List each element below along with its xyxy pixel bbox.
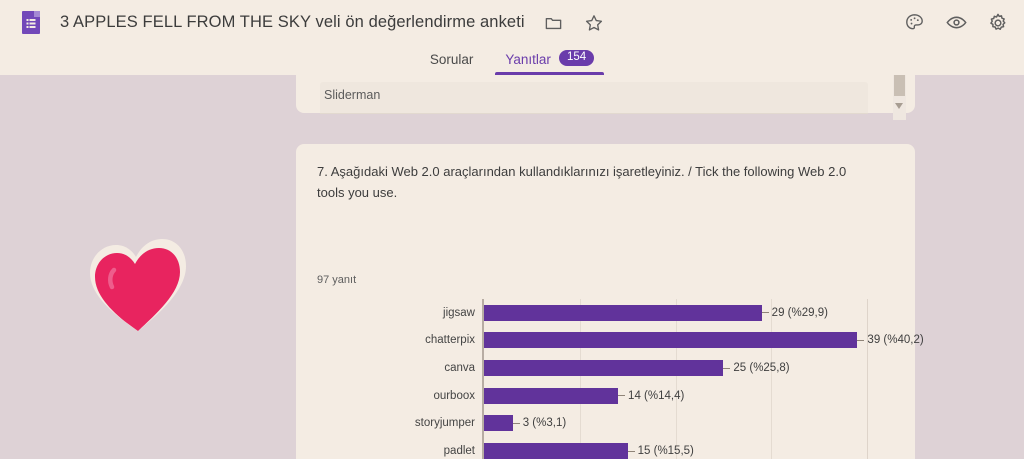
bar-row: padlet 15 (%15,5) xyxy=(444,437,694,459)
bar-category-label: storyjumper xyxy=(414,417,475,430)
star-outline-icon[interactable] xyxy=(581,10,607,36)
heart-sticker xyxy=(82,235,194,340)
chevron-down-icon[interactable] xyxy=(895,103,903,109)
bar-row: ourboox 14 (%14,4) xyxy=(433,382,684,410)
form-tabs: Sorular Yanıtlar 154 xyxy=(0,45,1024,75)
gridline xyxy=(771,299,773,459)
google-forms-doc-icon xyxy=(22,11,40,34)
page-body: Sliderman 7. Aşağıdaki Web 2.0 araçların… xyxy=(0,75,1024,459)
question-title: 7. Aşağıdaki Web 2.0 araçlarından kullan… xyxy=(317,164,847,201)
label-leader-line xyxy=(723,367,731,369)
bar-value-label: 29 (%29,9) xyxy=(761,307,828,319)
bar[interactable] xyxy=(484,332,858,349)
header-top-row: 3 APPLES FELL FROM THE SKY veli ön değer… xyxy=(0,0,1024,45)
bar[interactable] xyxy=(484,415,513,432)
bar-row: chatterpix 39 (%40,2) xyxy=(425,327,924,355)
bar-row: jigsaw 29 (%29,9) xyxy=(443,299,828,327)
scrollbar-thumb[interactable] xyxy=(894,75,905,96)
bar-row: canva 25 (%25,8) xyxy=(444,354,790,382)
bar-category-label: canva xyxy=(444,362,475,375)
folder-icon[interactable] xyxy=(541,10,567,36)
previous-answer-field[interactable] xyxy=(320,82,868,114)
bar-value-label: 39 (%40,2) xyxy=(857,334,924,346)
header-actions xyxy=(886,0,1012,45)
bar[interactable] xyxy=(484,387,619,404)
gridline xyxy=(579,299,581,459)
label-leader-line xyxy=(618,395,626,397)
bar[interactable] xyxy=(484,304,762,321)
bar-category-label: padlet xyxy=(443,445,475,458)
bar-value-label: 15 (%15,5) xyxy=(627,445,694,457)
gear-icon[interactable] xyxy=(984,9,1012,37)
tab-yanitlar[interactable]: Yanıtlar 154 xyxy=(489,45,610,75)
gridline xyxy=(675,299,677,459)
question-response-card: 7. Aşağıdaki Web 2.0 araçlarından kullan… xyxy=(296,144,924,459)
bar-category-label: jigsaw xyxy=(443,306,475,319)
label-leader-line xyxy=(761,312,769,314)
document-title[interactable]: 3 APPLES FELL FROM THE SKY veli ön değer… xyxy=(60,13,525,31)
label-leader-line xyxy=(627,450,635,452)
gridline xyxy=(867,299,868,459)
bar-value-label: 25 (%25,8) xyxy=(723,362,790,374)
bar-value-label: 3 (%3,1) xyxy=(512,417,566,429)
bar-category-label: ourboox xyxy=(433,389,475,402)
eye-icon[interactable] xyxy=(942,9,970,37)
bar-value-label: 14 (%14,4) xyxy=(618,390,684,402)
chart-plot-area: jigsaw 29 (%29,9) chatterpix 39 (%40,2) canv… xyxy=(415,299,924,459)
bar-category-label: chatterpix xyxy=(425,334,475,347)
previous-question-card: Sliderman xyxy=(296,75,915,120)
bar[interactable] xyxy=(484,443,628,459)
palette-icon[interactable] xyxy=(900,9,928,37)
bar-row: storyjumper 3 (%3,1) xyxy=(415,410,566,438)
response-total-label: 97 yanıt xyxy=(317,274,357,286)
label-leader-line xyxy=(512,422,520,424)
tab-yanitlar-label: Yanıtlar xyxy=(505,51,551,67)
response-count-badge: 154 xyxy=(558,49,595,66)
app-header: 3 APPLES FELL FROM THE SKY veli ön değer… xyxy=(0,0,1024,75)
label-leader-line xyxy=(857,339,865,341)
bar[interactable] xyxy=(484,360,724,377)
vertical-scrollbar[interactable] xyxy=(893,75,906,120)
tab-sorular[interactable]: Sorular xyxy=(414,45,490,75)
tab-sorular-label: Sorular xyxy=(429,51,474,67)
previous-answer-value: Sliderman xyxy=(324,88,381,102)
horizontal-bar-chart: jigsaw 29 (%29,9) chatterpix 39 (%40,2) canv… xyxy=(317,299,924,459)
